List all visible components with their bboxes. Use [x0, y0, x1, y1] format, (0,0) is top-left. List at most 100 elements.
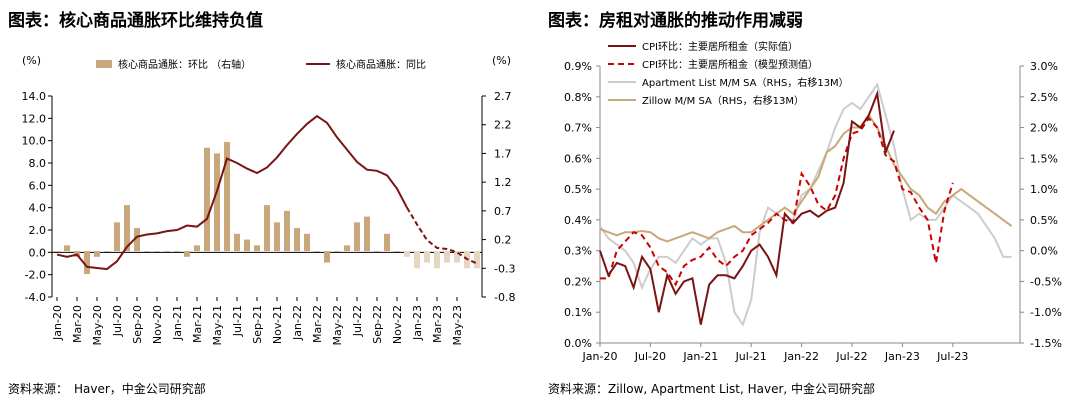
bar: [434, 251, 440, 269]
right-tick-label: 0.5%: [1030, 214, 1058, 227]
x-tick-label: Jul-22: [835, 350, 867, 363]
bar: [54, 251, 60, 252]
left-tick-label: 0.7%: [564, 122, 592, 135]
x-tick-label: Jul-21: [231, 305, 244, 337]
bar: [304, 233, 310, 252]
right-tick-label: 2.2: [494, 119, 512, 132]
left-tick-label: 0.0: [29, 246, 47, 259]
x-tick-label: May-21: [211, 305, 224, 346]
yoy-line: [56, 114, 408, 271]
right-tick-label: 0.7: [494, 205, 512, 218]
bar: [224, 141, 230, 252]
bar: [474, 251, 480, 269]
bar: [244, 239, 250, 252]
x-tick-label: Mar-20: [71, 305, 84, 343]
legend-label: Zillow M/M SA（RHS，右移13M）: [642, 94, 804, 107]
bar: [354, 222, 360, 252]
bar: [104, 251, 110, 252]
legend-label: Apartment List M/M SA（RHS，右移13M）: [642, 76, 849, 89]
x-tick-label: Nov-21: [271, 305, 284, 344]
x-tick-label: Mar-22: [311, 305, 324, 343]
yoy-line-dashed: [406, 207, 478, 265]
x-tick-label: Sep-22: [371, 305, 384, 344]
left-tick-label: 0.2%: [564, 275, 592, 288]
bar: [164, 251, 170, 252]
bar: [254, 245, 260, 252]
x-tick-label: Jan-20: [51, 305, 64, 341]
legend-label: CPI环比：主要居所租金（实际值）: [642, 40, 798, 53]
right-chart: 0.9% 0.8% 0.7% 0.6% 0.5% 0.4% 0.3% 0.2% 0.1% 0.0%…: [564, 40, 1062, 363]
bar: [344, 245, 350, 252]
x-tick-label: Sep-20: [131, 305, 144, 344]
left-tick-label: 6.0: [29, 179, 47, 192]
left-tick-label: 14.0: [22, 90, 47, 103]
bar: [324, 251, 330, 263]
x-tick-label: Sep-21: [251, 305, 264, 344]
left-panel: 图表：核心商品通胀环比维持负值 (%) (%) 核心商品通胀：环比 （右轴） 核心商品…: [8, 11, 516, 396]
x-tick-label: Nov-20: [151, 305, 164, 344]
right-tick-label: 2.7: [494, 90, 512, 103]
bar: [184, 251, 190, 257]
x-tick-label: Nov-22: [391, 305, 404, 344]
right-tick-label: -0.3: [494, 262, 515, 275]
left-tick-label: 2.0: [29, 224, 47, 237]
left-axis-unit: (%): [22, 54, 41, 67]
right-tick-label: 1.2: [494, 176, 512, 189]
left-tick-label: 10.0: [22, 135, 47, 148]
bar: [284, 210, 290, 252]
x-tick-label: Jan-23: [884, 350, 920, 363]
bar: [334, 251, 340, 252]
left-tick-label: 4.0: [29, 202, 47, 215]
right-tick-label: 2.0%: [1030, 122, 1058, 135]
right-tick-label: 1.0%: [1030, 183, 1058, 196]
left-tick-label: -2.0: [25, 269, 46, 282]
x-tick-label: May-23: [451, 305, 464, 346]
series-line-3: [599, 113, 1013, 243]
bar: [454, 251, 460, 263]
right-tick-label: 2.5%: [1030, 91, 1058, 104]
bar: [424, 251, 430, 263]
left-tick-label: 0.6%: [564, 152, 592, 165]
bar: [84, 251, 90, 275]
x-tick-label: May-22: [331, 305, 344, 346]
right-tick-label: 0.2: [494, 234, 512, 247]
legend-label-line: 核心商品通胀：同比: [336, 58, 426, 71]
bar: [124, 205, 130, 252]
bar: [194, 245, 200, 252]
x-tick-label: Jul-20: [634, 350, 666, 363]
bar: [174, 251, 180, 252]
bar: [94, 251, 100, 257]
x-tick-label: May-20: [91, 305, 104, 346]
bar: [154, 251, 160, 252]
bar: [134, 228, 140, 252]
x-tick-label: Jan-22: [291, 305, 304, 341]
x-tick-label: Jan-22: [783, 350, 819, 363]
x-tick-label: Mar-21: [191, 305, 204, 343]
left-tick-label: -4.0: [25, 291, 46, 304]
bar: [314, 251, 320, 252]
x-tick-label: Jul-23: [936, 350, 968, 363]
series-line-2: [599, 82, 1012, 327]
x-tick-label: Jul-20: [111, 305, 124, 337]
x-tick-label: Jan-21: [171, 305, 184, 341]
right-tick-label: -1.0%: [1030, 306, 1062, 319]
right-chart-title: 图表：房租对通胀的推动作用减弱: [548, 11, 803, 31]
bar: [64, 245, 70, 252]
right-tick-label: 1.7: [494, 147, 512, 160]
bar: [374, 251, 380, 252]
left-tick-label: 0.5%: [564, 183, 592, 196]
right-tick-label: -0.5%: [1030, 275, 1062, 288]
bar: [264, 205, 270, 252]
left-chart: (%) (%) 核心商品通胀：环比 （右轴） 核心商品通胀：同比 14.0 12.0 10.…: [22, 54, 516, 346]
bar: [404, 251, 410, 257]
right-tick-label: -0.8: [494, 291, 515, 304]
left-tick-label: 0.0%: [564, 337, 592, 350]
left-chart-source: 资料来源： Haver，中金公司研究部: [8, 382, 206, 396]
bar: [234, 233, 240, 252]
right-tick-label: 3.0%: [1030, 60, 1058, 73]
left-chart-title: 图表：核心商品通胀环比维持负值: [8, 11, 263, 31]
series-line-0: [599, 89, 895, 325]
x-tick-label: Jan-20: [582, 350, 618, 363]
left-tick-label: 0.4%: [564, 214, 592, 227]
x-tick-label: Jan-21: [682, 350, 718, 363]
